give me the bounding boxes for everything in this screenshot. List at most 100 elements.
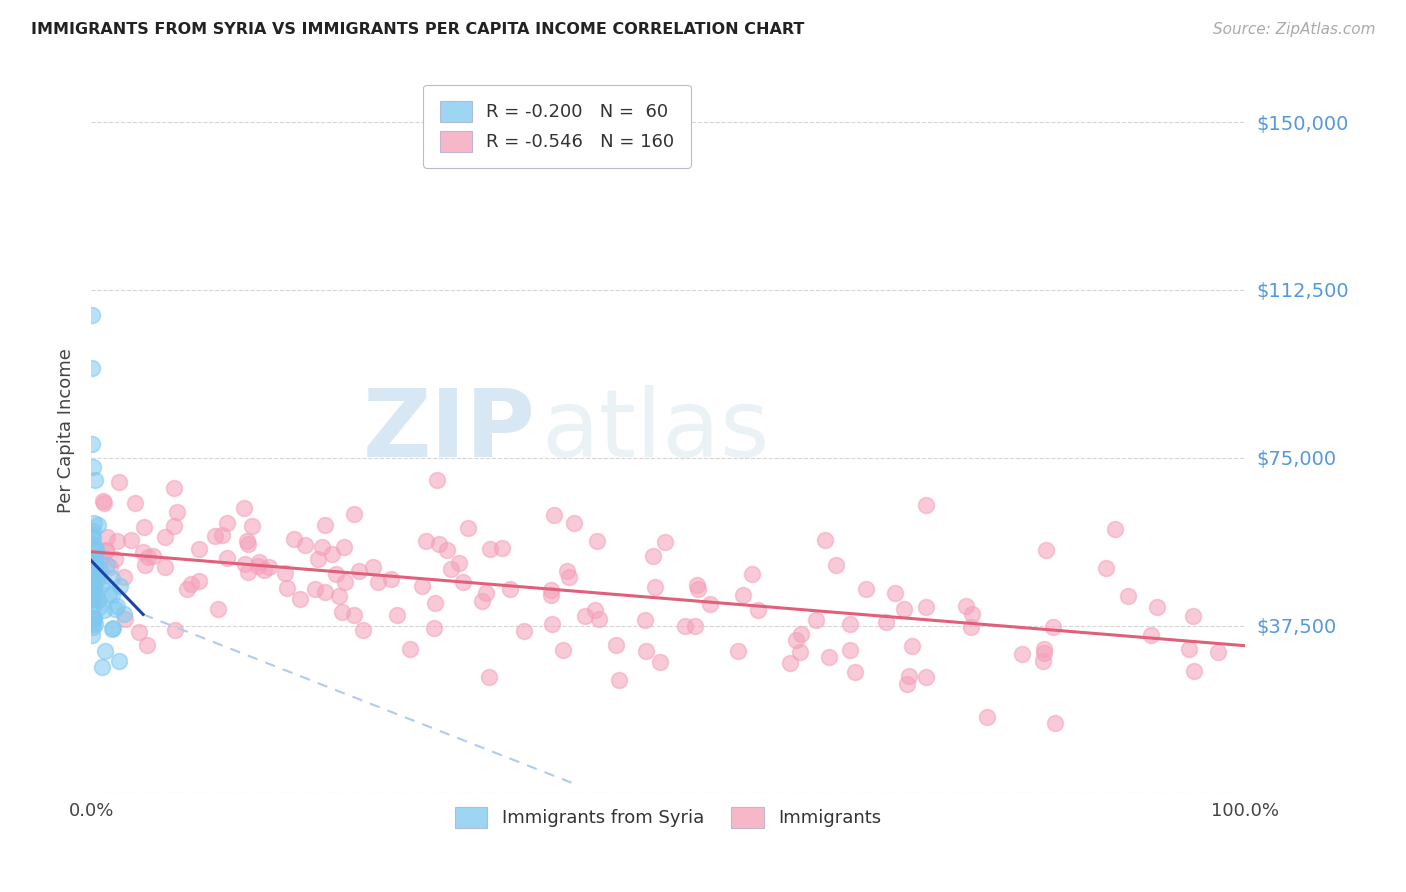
Point [98, 560, 121, 574]
Point [901, 640, 924, 654]
Point [101, 588, 124, 602]
Point [478, 541, 501, 556]
Point [204, 529, 226, 543]
Point [785, 632, 807, 647]
Point [1181, 609, 1204, 624]
Point [83, 612, 105, 626]
Point [1182, 664, 1205, 678]
Point [838, 617, 860, 632]
Point [449, 556, 471, 570]
Point [108, 475, 131, 490]
Point [93, 495, 115, 509]
Point [82, 308, 104, 322]
Point [136, 549, 159, 564]
Point [491, 541, 513, 555]
Point [180, 576, 202, 591]
Point [1116, 589, 1139, 603]
Point [962, 607, 984, 622]
Point [673, 619, 696, 633]
Point [283, 532, 305, 546]
Point [82, 616, 104, 631]
Point [425, 596, 447, 610]
Point [399, 642, 422, 657]
Point [84, 543, 107, 558]
Point [89, 562, 111, 576]
Point [898, 669, 921, 683]
Point [114, 612, 136, 626]
Point [84, 617, 107, 632]
Point [132, 545, 155, 559]
Point [423, 621, 446, 635]
Point [238, 537, 260, 551]
Point [1178, 642, 1201, 657]
Point [314, 584, 336, 599]
Point [82, 361, 104, 376]
Point [1140, 628, 1163, 642]
Point [153, 530, 176, 544]
Point [343, 508, 366, 522]
Point [155, 560, 177, 574]
Point [330, 605, 353, 619]
Text: IMMIGRANTS FROM SYRIA VS IMMIGRANTS PER CAPITA INCOME CORRELATION CHART: IMMIGRANTS FROM SYRIA VS IMMIGRANTS PER … [31, 22, 804, 37]
Point [1042, 620, 1064, 634]
Text: atlas: atlas [541, 385, 769, 477]
Point [163, 518, 186, 533]
Point [543, 508, 565, 523]
Point [104, 602, 127, 616]
Point [731, 589, 754, 603]
Point [607, 673, 630, 687]
Point [553, 643, 575, 657]
Point [1032, 654, 1054, 668]
Point [650, 655, 672, 669]
Point [644, 580, 666, 594]
Point [82, 592, 104, 607]
Point [128, 625, 150, 640]
Point [82, 599, 104, 614]
Point [838, 643, 860, 657]
Point [605, 638, 627, 652]
Point [290, 591, 312, 606]
Point [294, 538, 316, 552]
Point [276, 582, 298, 596]
Legend: Immigrants from Syria, Immigrants: Immigrants from Syria, Immigrants [447, 800, 889, 835]
Point [790, 627, 813, 641]
Point [86, 589, 108, 603]
Point [105, 534, 128, 549]
Point [915, 670, 938, 684]
Point [440, 561, 463, 575]
Point [325, 566, 347, 581]
Point [683, 618, 706, 632]
Point [233, 501, 256, 516]
Point [97, 587, 120, 601]
Point [108, 579, 131, 593]
Point [641, 549, 664, 563]
Point [328, 589, 350, 603]
Point [427, 537, 450, 551]
Point [207, 602, 229, 616]
Point [558, 570, 581, 584]
Point [134, 558, 156, 572]
Text: ZIP: ZIP [363, 385, 536, 477]
Point [94, 644, 117, 658]
Point [83, 572, 105, 586]
Point [387, 607, 409, 622]
Point [727, 644, 749, 658]
Point [101, 571, 124, 585]
Point [1032, 641, 1054, 656]
Point [1043, 715, 1066, 730]
Point [176, 582, 198, 596]
Point [101, 622, 124, 636]
Point [583, 602, 606, 616]
Point [101, 621, 124, 635]
Point [247, 555, 270, 569]
Point [142, 549, 165, 563]
Point [134, 520, 156, 534]
Point [343, 607, 366, 622]
Point [1011, 647, 1033, 661]
Point [844, 665, 866, 679]
Point [86, 568, 108, 582]
Point [814, 533, 837, 547]
Point [104, 552, 127, 566]
Point [84, 541, 107, 556]
Point [236, 566, 259, 580]
